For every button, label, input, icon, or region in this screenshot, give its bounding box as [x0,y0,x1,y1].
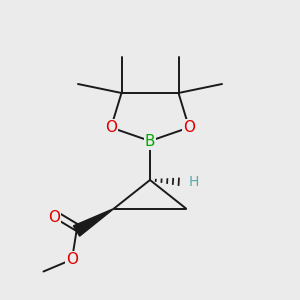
Text: O: O [105,120,117,135]
Text: O: O [183,120,195,135]
Text: O: O [66,252,78,267]
Text: O: O [48,210,60,225]
Text: B: B [145,134,155,148]
Polygon shape [74,208,114,236]
Text: H: H [188,175,199,189]
